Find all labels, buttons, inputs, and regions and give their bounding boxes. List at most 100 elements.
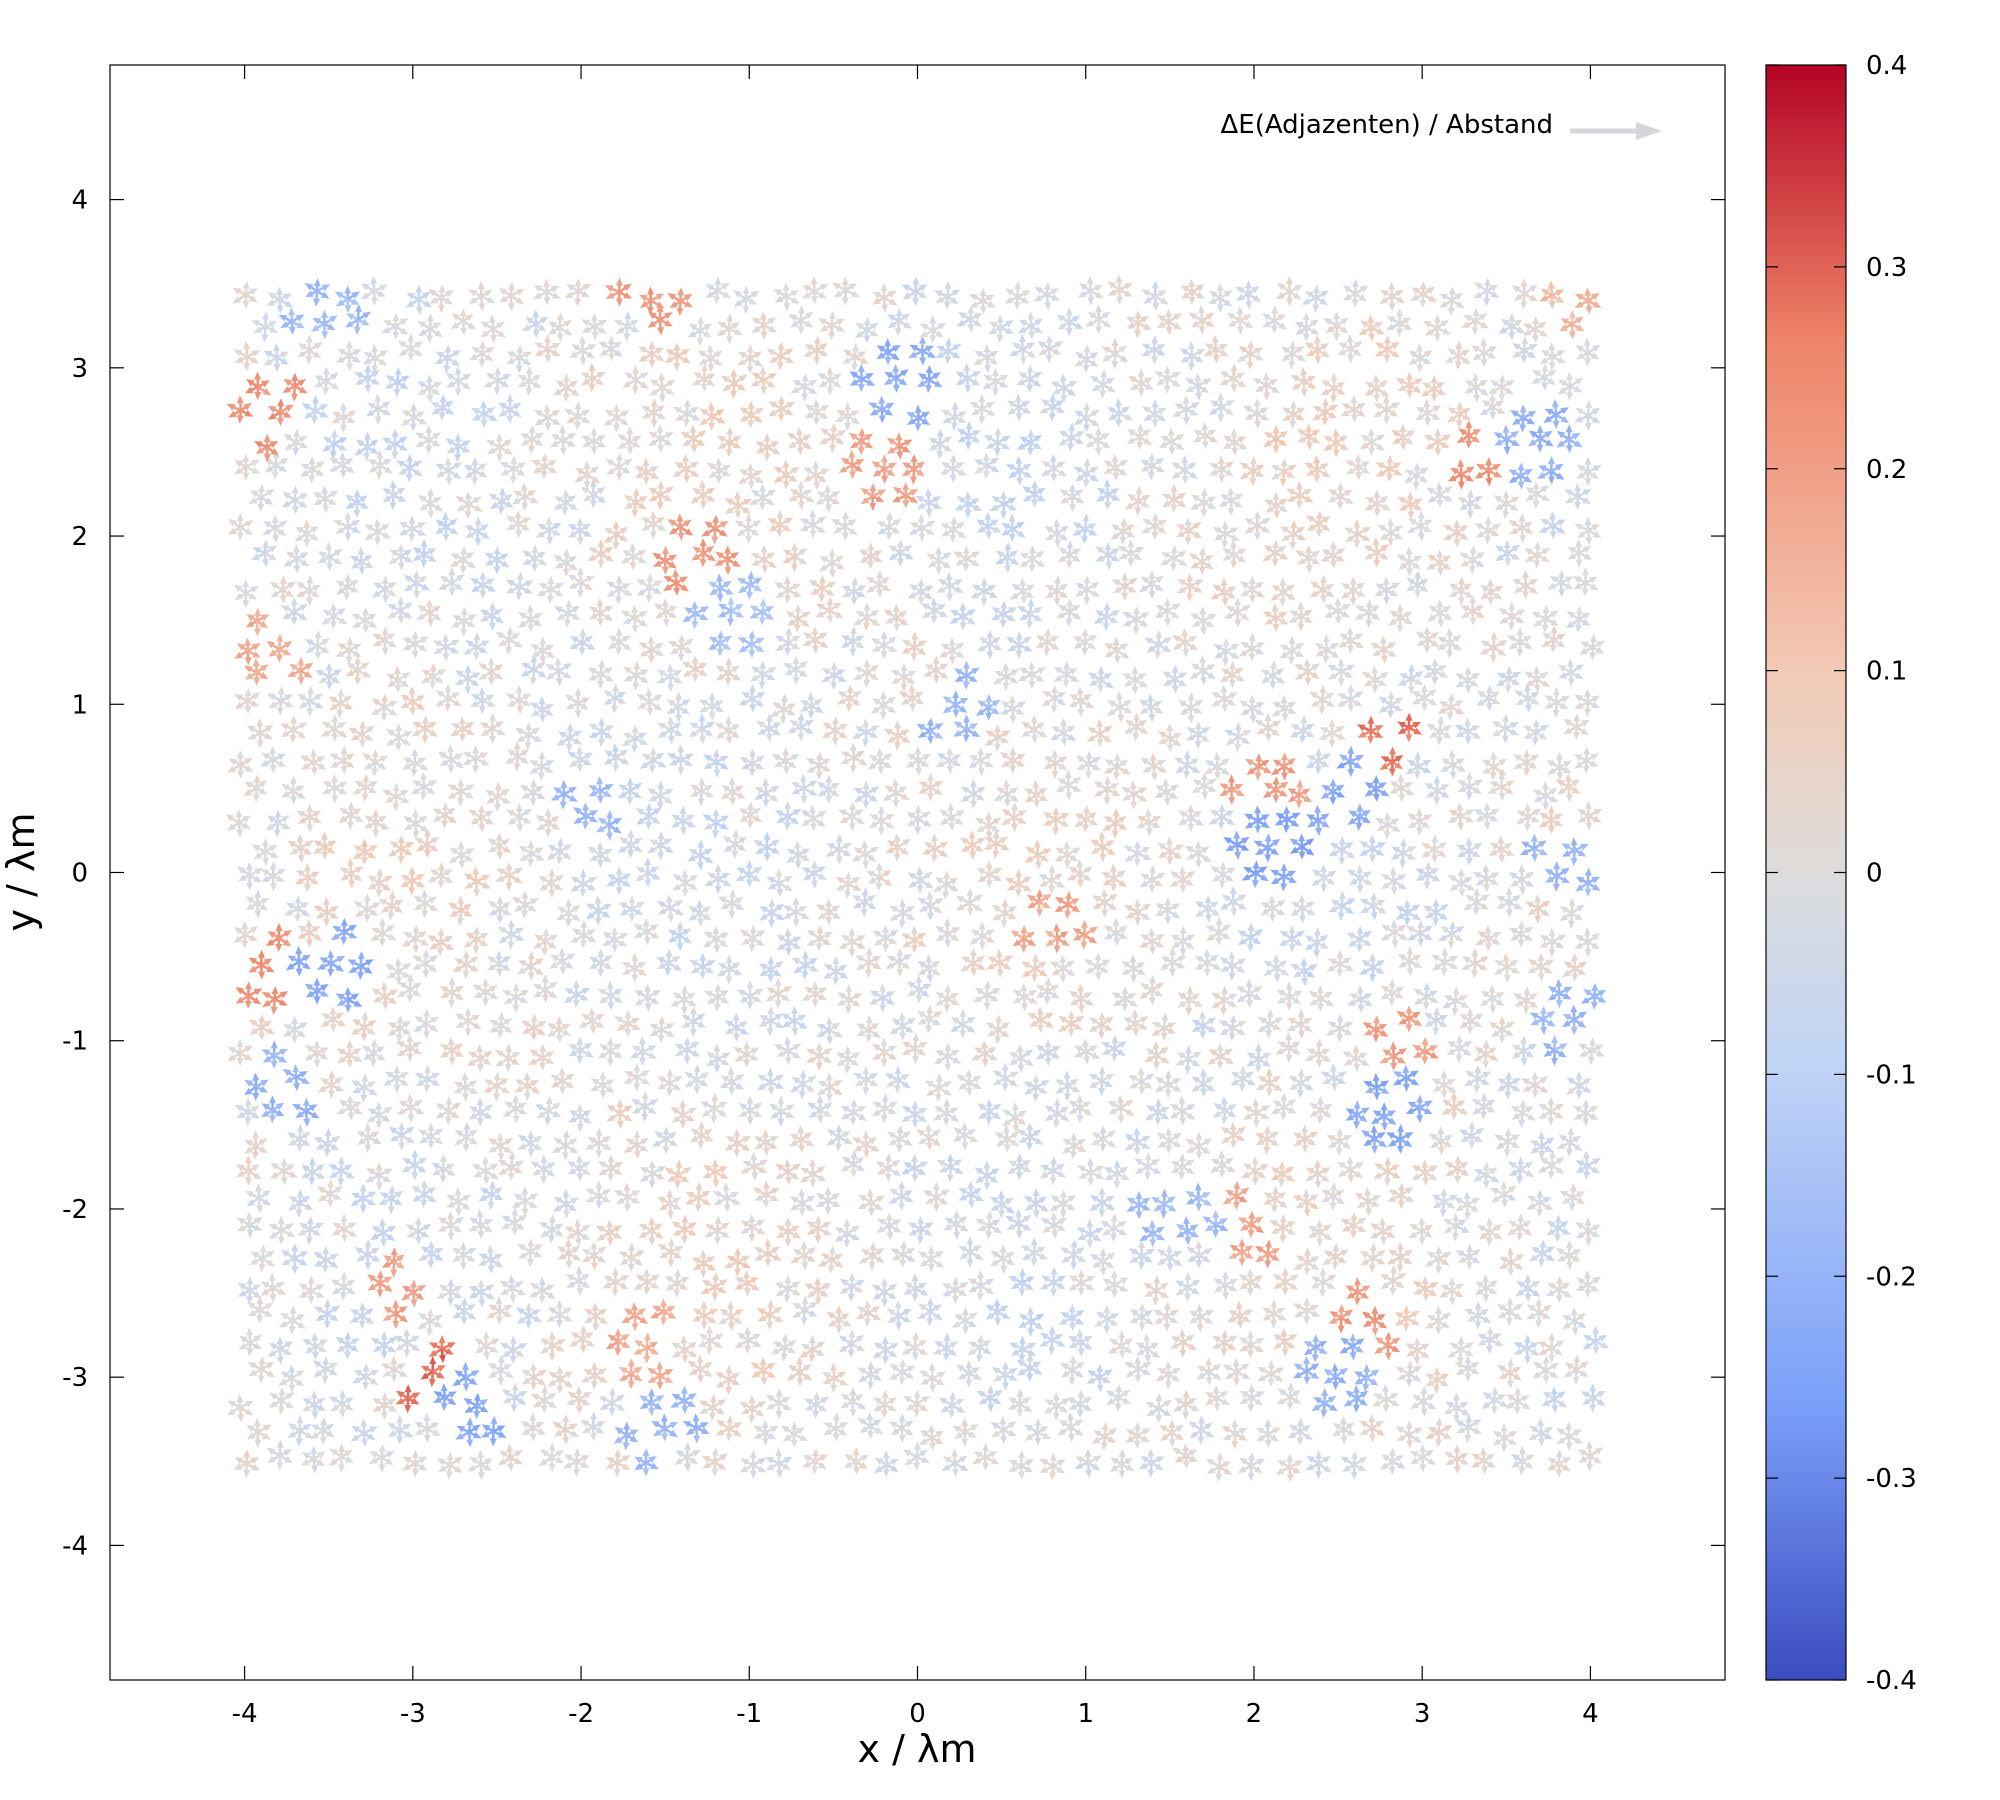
quiver-arrow-head	[949, 1391, 957, 1400]
quiver-arrow-head	[454, 1465, 463, 1473]
quiver-arrow-head	[1459, 1452, 1469, 1460]
quiver-arrow-head	[396, 1414, 404, 1423]
quiver-arrow-head	[1001, 1361, 1009, 1370]
quiver-arrow-head	[226, 1408, 236, 1416]
quiver-arrow-head	[1058, 1419, 1068, 1427]
quiver-arrow-head	[1281, 1267, 1289, 1276]
quiver-arrow-head	[1395, 1455, 1405, 1462]
quiver-arrow-head	[1222, 1433, 1232, 1441]
quiver-arrow-head	[1337, 1325, 1345, 1334]
quiver-arrow-head	[1233, 1378, 1241, 1387]
quiver-arrow-head	[1565, 1442, 1573, 1451]
quiver-arrow-head	[1147, 1448, 1155, 1457]
quiver-arrow-head	[796, 1378, 804, 1387]
quiver-arrow-head	[1492, 1430, 1502, 1438]
quiver-arrow-head	[1281, 1287, 1289, 1296]
quiver-arrow-head	[266, 1447, 276, 1455]
quiver-arrow-head	[719, 1453, 728, 1461]
quiver-arrow-head	[311, 1332, 319, 1341]
quiver-arrow-head	[1275, 1467, 1285, 1475]
quiver-arrow-head	[487, 1244, 495, 1254]
quiver-arrow-head	[913, 1462, 921, 1471]
quiver-arrow-head	[702, 1461, 711, 1469]
quiver-arrow-head	[661, 1433, 669, 1442]
quiver-arrow-head	[1405, 1420, 1413, 1429]
quiver-arrow-head	[1247, 1473, 1255, 1482]
quiver-arrow-head	[337, 1155, 345, 1164]
quiver-arrow-head	[967, 1200, 975, 1209]
quiver-arrow-head	[1221, 1270, 1229, 1279]
quiver-arrow-head	[986, 1403, 994, 1413]
quiver-arrow-head	[1435, 1246, 1443, 1255]
quiver-arrow-head	[680, 1335, 688, 1344]
quiver-arrow-head	[306, 1216, 314, 1225]
quiver-arrow-head	[487, 1201, 495, 1211]
quiver-arrow-head	[580, 1419, 589, 1427]
quiver-arrow-head	[890, 1464, 899, 1473]
quiver-arrow-head	[880, 1410, 888, 1419]
quiver-arrow-head	[1248, 1383, 1256, 1393]
quiver-arrow-head	[977, 1334, 985, 1343]
quiver-arrow-head	[1194, 1182, 1202, 1191]
quiver-arrow-head	[1059, 1189, 1067, 1198]
quiver-arrow-head	[1453, 1465, 1461, 1475]
quiver-arrow-head	[680, 1385, 688, 1394]
quiver-arrow-head	[929, 1384, 937, 1393]
quiver-arrow-head	[970, 1424, 979, 1432]
quiver-arrow-head	[733, 1429, 742, 1437]
quiver-arrow-head	[1007, 1421, 1017, 1429]
quiver-arrow-head	[848, 1272, 856, 1281]
quiver-arrow-head	[344, 1331, 352, 1340]
quiver-arrow-head	[1066, 1411, 1074, 1420]
quiver-arrow-head	[420, 1199, 428, 1208]
quiver-arrow-head	[1584, 1217, 1592, 1226]
quiver-arrow-head	[675, 1450, 684, 1458]
quiver-arrow-head	[881, 1389, 889, 1398]
quiver-arrow-head	[1340, 1416, 1348, 1425]
quiver-arrow-head	[743, 1287, 751, 1297]
quiver-arrow-head	[643, 1332, 651, 1341]
quiver-arrow-head	[1077, 1287, 1085, 1297]
quiver-arrow-head	[830, 1362, 838, 1371]
quiver-arrow-head	[812, 1410, 820, 1419]
quiver-arrow-head	[291, 1265, 299, 1275]
quiver-arrow-head	[506, 1443, 514, 1452]
quiver-arrow-head	[316, 1404, 326, 1412]
quiver-arrow-head	[540, 1176, 548, 1185]
quiver-arrow-head	[520, 1421, 530, 1429]
quiver-arrow-head	[966, 1259, 974, 1268]
quiver-arrow-head	[627, 1242, 635, 1251]
quiver-arrow-head	[669, 1421, 679, 1429]
quiver-arrow-head	[1465, 1262, 1473, 1271]
quiver-arrow-head	[574, 1218, 582, 1227]
quiver-arrow-head	[414, 1428, 424, 1436]
quiver-arrow-head	[466, 1417, 474, 1426]
quiver-arrow-head	[1232, 1358, 1240, 1367]
quiver-arrow-head	[1537, 1417, 1545, 1427]
quiver-arrow-head	[1183, 1215, 1191, 1225]
quiver-arrow-head	[1212, 1230, 1220, 1239]
quiver-arrow-head	[780, 1353, 788, 1362]
quiver-arrow-head	[340, 1271, 348, 1280]
quiver-arrow-head	[350, 1434, 360, 1442]
quiver-arrow-head	[380, 1331, 388, 1340]
quiver-arrow-head	[1482, 1294, 1490, 1303]
quiver-arrow-head	[1331, 1363, 1339, 1372]
quiver-arrow-head	[709, 1394, 717, 1403]
quiver-arrow-head	[580, 1461, 590, 1468]
quiver-arrow-head	[1349, 1333, 1357, 1342]
quiver-arrow-head	[717, 1462, 727, 1471]
quiver-arrow-head	[570, 1430, 580, 1438]
quiver-arrow-head	[927, 1245, 935, 1254]
quiver-arrow-head	[918, 1438, 928, 1445]
quiver-arrow-head	[537, 1428, 546, 1435]
quiver-arrow-head	[277, 1215, 285, 1224]
quiver-arrow-head	[1517, 1213, 1525, 1222]
quiver-arrow-head	[438, 1335, 446, 1344]
quiver-arrow-head	[301, 1452, 311, 1460]
quiver-arrow-head	[1537, 1438, 1545, 1447]
quiver-arrow-head	[1264, 1439, 1272, 1449]
quiver-arrow-head	[814, 1215, 822, 1224]
quiver-arrow-head	[576, 1173, 584, 1182]
quiver-arrow-head	[454, 1456, 463, 1464]
